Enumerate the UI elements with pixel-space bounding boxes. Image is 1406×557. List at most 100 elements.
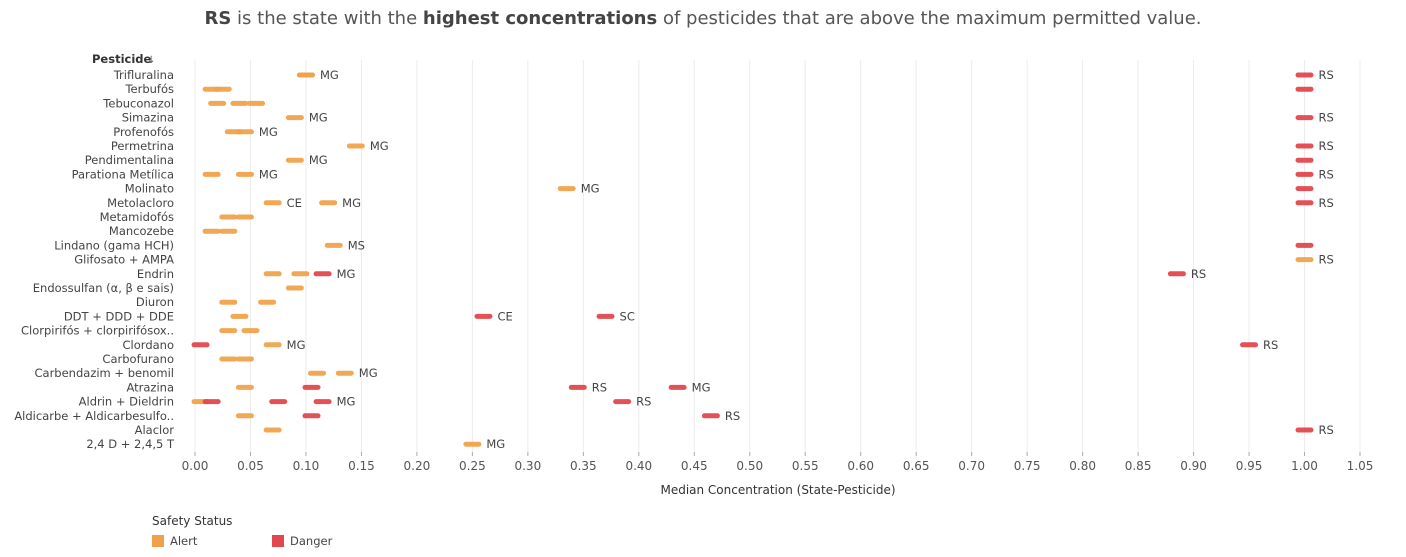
category-label: Metamidofós (100, 210, 174, 224)
x-tick-label: 0.95 (1236, 459, 1263, 473)
x-tick-label: 0.25 (459, 459, 486, 473)
data-point (335, 370, 354, 376)
scatter-chart: 0.00 0.05 0.10 0.15 0.20 0.25 0.30 0.35 0.40 0.45… (14, 52, 1373, 497)
legend-title: Safety Status (152, 514, 233, 528)
data-point (474, 313, 493, 319)
point-label: RS (1319, 196, 1334, 210)
data-point (263, 200, 282, 206)
point-label: MG (320, 68, 339, 82)
x-tick-label: 0.45 (681, 459, 708, 473)
category-label: Profenofós (113, 125, 174, 139)
category-label: Permetrina (111, 139, 174, 153)
data-point (701, 413, 720, 419)
point-label: RS (1319, 139, 1334, 153)
data-point (230, 313, 249, 319)
point-label: MG (359, 366, 378, 380)
data-point (235, 413, 254, 419)
data-point (219, 299, 238, 305)
data-point (557, 186, 576, 192)
x-tick-label: 0.90 (1180, 459, 1207, 473)
point-label: CE (287, 196, 302, 210)
x-tick-label: 0.75 (1014, 459, 1041, 473)
point-label: MG (342, 196, 361, 210)
category-label: Lindano (gama HCH) (54, 238, 174, 252)
data-point (291, 271, 310, 277)
category-label: Mancozebe (109, 224, 174, 238)
data-point (285, 115, 304, 121)
data-point (263, 342, 282, 348)
data-point (247, 100, 266, 106)
data-point (308, 370, 327, 376)
title-text-2: of pesticides that are above the maximum… (657, 8, 1202, 29)
point-label: RS (1319, 68, 1334, 82)
x-tick-label: 0.70 (958, 459, 985, 473)
category-label: Atrazina (126, 380, 174, 394)
point-label: MG (287, 338, 306, 352)
chart-title: RS is the state with the highest concent… (0, 8, 1406, 29)
point-label: MG (337, 267, 356, 281)
category-label: Terbufós (124, 82, 174, 96)
data-point (202, 399, 221, 405)
x-tick-label: 0.85 (1125, 459, 1152, 473)
data-point (1295, 171, 1314, 177)
data-point (596, 313, 615, 319)
data-point (235, 384, 254, 390)
category-label: Glifosato + AMPA (74, 253, 174, 267)
data-point (1295, 143, 1314, 149)
y-axis-label: Pesticide (92, 52, 152, 66)
category-label: Endossulfan (α, β e sais) (33, 281, 174, 295)
x-tick-label: 0.00 (182, 459, 209, 473)
data-point (1295, 72, 1314, 78)
data-point (263, 271, 282, 277)
data-point (269, 399, 288, 405)
point-label: RS (1263, 338, 1278, 352)
data-point (235, 171, 254, 177)
legend-item-alert[interactable]: Alert (152, 534, 272, 548)
legend: Safety Status Alert Danger (152, 514, 392, 548)
x-tick-label: 0.80 (1069, 459, 1096, 473)
data-point (1295, 157, 1314, 163)
point-label: MG (692, 380, 711, 394)
sort-descending-icon: ↓ (147, 55, 155, 66)
x-tick-label: 0.65 (903, 459, 930, 473)
point-label: RS (636, 395, 651, 409)
data-point (463, 441, 482, 447)
data-point (235, 129, 254, 135)
data-point (285, 285, 304, 291)
data-point (202, 171, 221, 177)
point-label: MG (309, 111, 328, 125)
point-label: MG (259, 167, 278, 181)
legend-item-danger[interactable]: Danger (272, 534, 392, 548)
category-label: Trifluralina (113, 68, 174, 82)
data-point (241, 328, 260, 334)
data-point (219, 328, 238, 334)
point-label: MG (309, 153, 328, 167)
data-point (235, 356, 254, 362)
category-label: Molinato (125, 182, 174, 196)
x-tick-label: 0.15 (348, 459, 375, 473)
category-label: DDT + DDD + DDE (64, 309, 174, 323)
x-tick-label: 0.60 (847, 459, 874, 473)
data-point (568, 384, 587, 390)
data-point (668, 384, 687, 390)
point-label: MG (486, 437, 505, 451)
data-point (213, 86, 232, 92)
data-point (346, 143, 365, 149)
data-point (285, 157, 304, 163)
data-point (1240, 342, 1259, 348)
data-point (313, 271, 332, 277)
point-label: MG (259, 125, 278, 139)
point-label: MG (337, 395, 356, 409)
data-point (1295, 427, 1314, 433)
data-point (613, 399, 632, 405)
point-label: RS (1319, 423, 1334, 437)
data-point (1295, 86, 1314, 92)
x-tick-label: 0.40 (625, 459, 652, 473)
x-tick-label: 0.55 (792, 459, 819, 473)
data-point (302, 384, 321, 390)
title-text-1: is the state with the (231, 8, 423, 29)
x-tick-label: 1.00 (1291, 459, 1318, 473)
data-point (319, 200, 338, 206)
data-point (302, 413, 321, 419)
point-label: MS (348, 238, 365, 252)
